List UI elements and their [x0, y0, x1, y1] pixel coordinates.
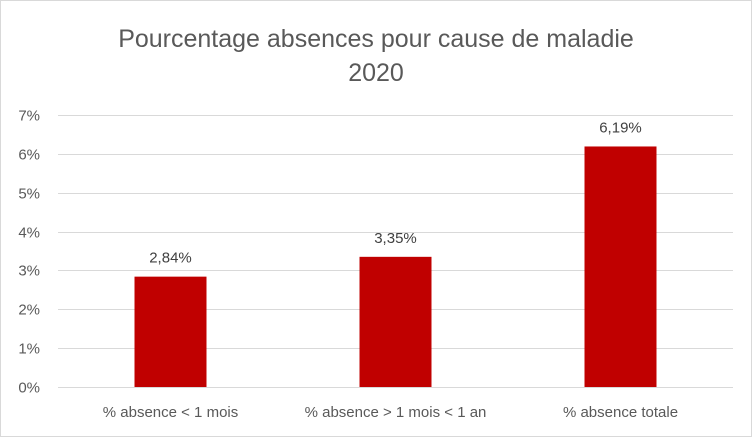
bar — [584, 146, 657, 387]
x-category-label: % absence < 1 mois — [103, 404, 239, 421]
x-category-label: % absence totale — [563, 404, 678, 421]
data-label: 2,84% — [149, 250, 192, 267]
data-labels: 2,84% 3,35% 6,19% — [149, 119, 642, 266]
data-label: 3,35% — [374, 230, 417, 247]
bar — [359, 256, 432, 387]
x-category-label: % absence > 1 mois < 1 an — [305, 404, 487, 421]
y-tick-label: 3% — [18, 263, 40, 280]
bars — [134, 146, 657, 387]
y-tick-label: 6% — [18, 147, 40, 164]
x-axis-categories: % absence < 1 mois % absence > 1 mois < 1… — [103, 404, 678, 421]
data-label: 6,19% — [599, 119, 642, 136]
y-tick-label: 7% — [18, 108, 40, 125]
y-tick-label: 2% — [18, 302, 40, 319]
y-tick-label: 1% — [18, 341, 40, 358]
y-tick-label: 4% — [18, 225, 40, 242]
y-axis-ticks: 0% 1% 2% 3% 4% 5% 6% 7% — [18, 108, 40, 397]
y-tick-label: 0% — [18, 380, 40, 397]
bar — [134, 276, 207, 387]
y-tick-label: 5% — [18, 186, 40, 203]
chart-title: Pourcentage absences pour cause de malad… — [118, 25, 634, 53]
chart-subtitle: 2020 — [348, 59, 404, 87]
